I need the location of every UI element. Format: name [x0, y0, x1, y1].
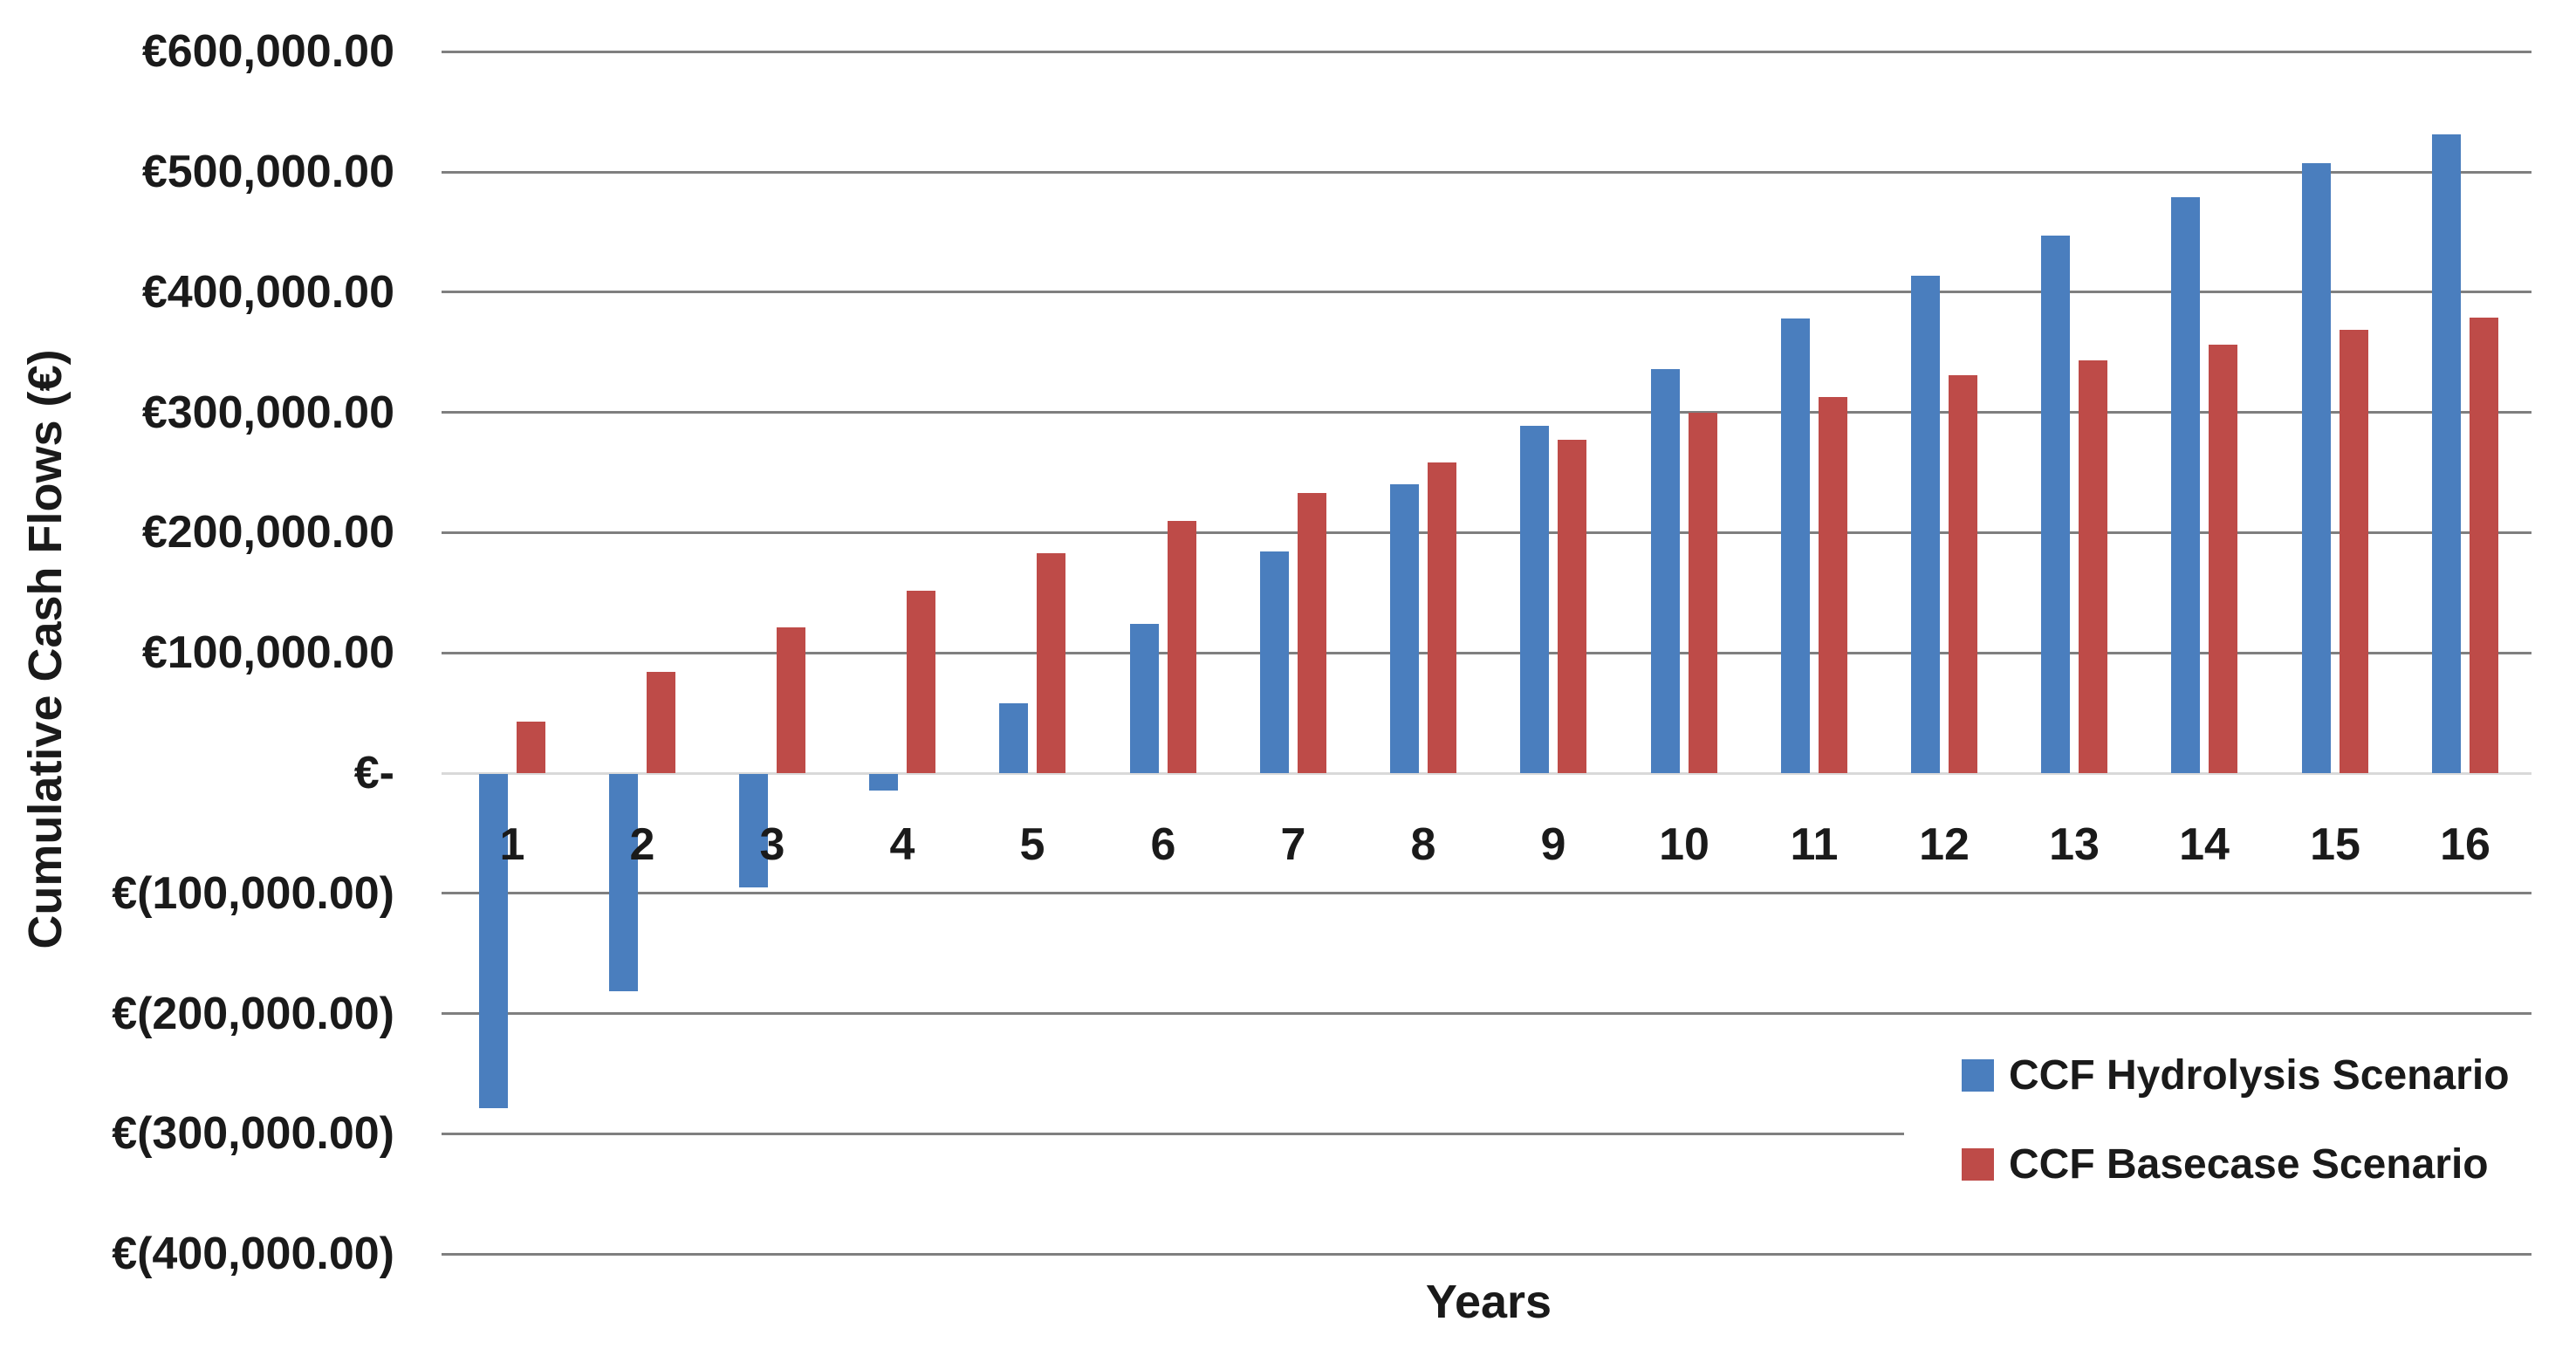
- bar-ccf-basecase-year-9: [1558, 440, 1586, 773]
- zero-axis-line: [442, 772, 2531, 775]
- x-tick-label-16: 16: [2440, 819, 2490, 870]
- x-tick-label-5: 5: [1019, 819, 1045, 870]
- bar-ccf-basecase-year-13: [2079, 360, 2107, 773]
- bar-ccf-hydrolysis-year-1: [479, 774, 508, 1108]
- bar-ccf-basecase-year-11: [1819, 397, 1847, 773]
- bar-ccf-hydrolysis-year-4: [869, 774, 898, 791]
- x-tick-label-15: 15: [2310, 819, 2360, 870]
- bar-ccf-hydrolysis-year-10: [1651, 369, 1680, 773]
- bar-ccf-basecase-year-5: [1037, 553, 1065, 773]
- y-tick-label-200000: €200,000.00: [141, 507, 394, 558]
- gridline-100000: [442, 652, 2531, 654]
- bar-ccf-hydrolysis-year-5: [999, 703, 1028, 773]
- bar-ccf-hydrolysis-year-13: [2041, 236, 2070, 773]
- bar-ccf-hydrolysis-year-6: [1130, 624, 1159, 773]
- x-tick-label-12: 12: [1919, 819, 1970, 870]
- x-tick-label-1: 1: [499, 819, 525, 870]
- x-tick-label-3: 3: [759, 819, 785, 870]
- bar-ccf-basecase-year-8: [1428, 462, 1456, 773]
- gridline--100000: [442, 892, 2531, 894]
- y-tick-label-400000: €400,000.00: [141, 267, 394, 318]
- bar-ccf-basecase-year-7: [1298, 493, 1326, 773]
- legend-swatch-hydrolysis-icon: [1962, 1059, 1994, 1092]
- legend-item-hydrolysis: CCF Hydrolysis Scenario: [1962, 1051, 2510, 1099]
- bar-ccf-basecase-year-15: [2340, 330, 2368, 773]
- y-axis-title: Cumulative Cash Flows (€): [19, 349, 72, 949]
- x-tick-label-9: 9: [1540, 819, 1566, 870]
- y-tick-label--400000: €(400,000.00): [112, 1229, 394, 1279]
- bar-ccf-hydrolysis-year-9: [1520, 426, 1549, 773]
- gridline--300000: [442, 1133, 2531, 1135]
- bar-ccf-basecase-year-4: [907, 591, 935, 773]
- y-tick-label-300000: €300,000.00: [141, 387, 394, 438]
- y-tick-label--300000: €(300,000.00): [112, 1108, 394, 1159]
- gridline-400000: [442, 291, 2531, 293]
- x-tick-label-11: 11: [1790, 819, 1839, 870]
- bar-ccf-basecase-year-14: [2209, 345, 2237, 773]
- y-tick-label-500000: €500,000.00: [141, 147, 394, 197]
- legend-swatch-basecase-icon: [1962, 1148, 1994, 1181]
- bar-ccf-hydrolysis-year-2: [609, 774, 638, 991]
- legend-label-hydrolysis: CCF Hydrolysis Scenario: [2009, 1052, 2510, 1099]
- bar-ccf-hydrolysis-year-12: [1911, 276, 1940, 773]
- x-tick-label-7: 7: [1280, 819, 1306, 870]
- x-tick-label-10: 10: [1659, 819, 1709, 870]
- y-tick-label-600000: €600,000.00: [141, 26, 394, 77]
- x-tick-label-6: 6: [1150, 819, 1176, 870]
- y-tick-label-0: €-: [353, 748, 394, 798]
- bar-ccf-hydrolysis-year-8: [1390, 484, 1419, 773]
- y-tick-label--200000: €(200,000.00): [112, 989, 394, 1039]
- gridline-500000: [442, 171, 2531, 174]
- y-tick-label-100000: €100,000.00: [141, 627, 394, 678]
- gridline-600000: [442, 51, 2531, 53]
- bar-ccf-basecase-year-2: [647, 672, 675, 773]
- bar-ccf-basecase-year-1: [517, 722, 545, 773]
- bar-ccf-hydrolysis-year-14: [2171, 197, 2200, 773]
- bar-ccf-hydrolysis-year-7: [1260, 551, 1289, 773]
- bar-ccf-hydrolysis-year-15: [2302, 163, 2331, 773]
- x-tick-label-2: 2: [629, 819, 655, 870]
- bar-ccf-basecase-year-12: [1949, 375, 1977, 773]
- bar-ccf-basecase-year-6: [1168, 521, 1196, 773]
- gridline-200000: [442, 531, 2531, 534]
- legend: CCF Hydrolysis Scenario CCF Basecase Sce…: [1904, 1030, 2576, 1227]
- gridline-300000: [442, 411, 2531, 414]
- bar-ccf-basecase-year-10: [1689, 413, 1717, 773]
- gridline--400000: [442, 1253, 2531, 1256]
- bar-ccf-hydrolysis-year-3: [739, 774, 768, 887]
- x-axis-title: Years: [1425, 1276, 1552, 1328]
- x-tick-label-14: 14: [2179, 819, 2230, 870]
- y-tick-label--100000: €(100,000.00): [112, 868, 394, 919]
- x-tick-label-4: 4: [889, 819, 915, 870]
- x-tick-label-13: 13: [2049, 819, 2100, 870]
- legend-label-basecase: CCF Basecase Scenario: [2009, 1141, 2489, 1188]
- legend-item-basecase: CCF Basecase Scenario: [1962, 1140, 2489, 1188]
- bar-ccf-hydrolysis-year-11: [1781, 318, 1810, 773]
- bar-ccf-hydrolysis-year-16: [2432, 134, 2461, 773]
- bar-ccf-basecase-year-3: [777, 627, 805, 773]
- gridline--200000: [442, 1012, 2531, 1015]
- bar-ccf-basecase-year-16: [2470, 318, 2498, 773]
- x-tick-label-8: 8: [1410, 819, 1436, 870]
